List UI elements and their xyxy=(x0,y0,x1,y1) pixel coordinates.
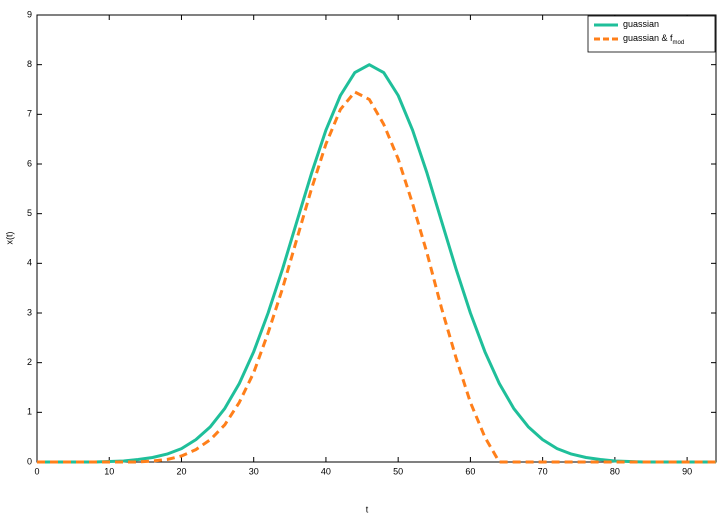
legend-label: guassian xyxy=(623,19,659,29)
y-tick-label: 0 xyxy=(27,456,32,466)
x-tick-label: 60 xyxy=(465,466,475,476)
plot-frame xyxy=(36,14,717,463)
x-tick-label: 30 xyxy=(249,466,259,476)
legend-label: guassian & fmod xyxy=(623,33,684,45)
series-line xyxy=(37,63,716,464)
x-tick-label: 10 xyxy=(104,466,114,476)
y-tick-label: 4 xyxy=(27,258,32,268)
legend-label-text: guassian & f xyxy=(623,33,673,43)
y-tick-label: 3 xyxy=(27,307,32,317)
legend-box xyxy=(587,15,716,53)
x-tick-label: 40 xyxy=(321,466,331,476)
y-tick-label: 5 xyxy=(27,208,32,218)
legend-label-text: guassian xyxy=(623,19,659,29)
x-tick-label: 50 xyxy=(393,466,403,476)
x-axis-label: t xyxy=(366,504,369,514)
x-tick-label: 0 xyxy=(34,466,39,476)
y-tick-label: 7 xyxy=(27,109,32,119)
y-tick-label: 9 xyxy=(27,9,32,19)
x-tick-label: 80 xyxy=(610,466,620,476)
y-tick-label: 1 xyxy=(27,407,32,417)
x-tick-label: 70 xyxy=(538,466,548,476)
y-tick-label: 6 xyxy=(27,158,32,168)
y-tick-label: 2 xyxy=(27,357,32,367)
x-tick-label: 20 xyxy=(176,466,186,476)
y-tick-label: 8 xyxy=(27,59,32,69)
x-tick-label: 90 xyxy=(682,466,692,476)
legend-label-subscript: mod xyxy=(673,40,685,46)
series-line xyxy=(37,90,716,464)
y-axis-label: x(t) xyxy=(4,232,14,245)
